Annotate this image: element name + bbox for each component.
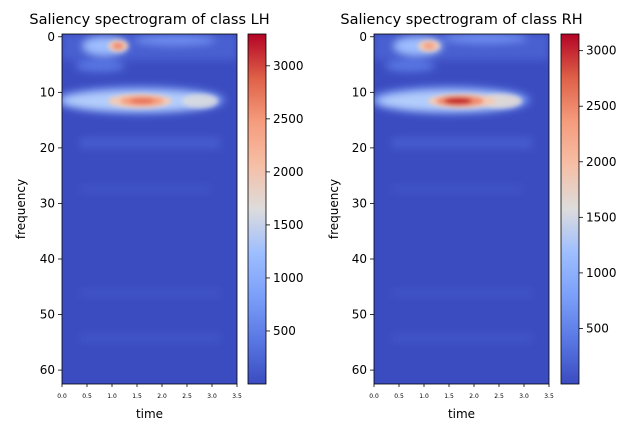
- saliency-band: [392, 138, 532, 148]
- y-tick-label: 40: [352, 252, 367, 266]
- x-tick-label: 1.5: [444, 393, 454, 400]
- y-tick-label: 0: [359, 30, 367, 44]
- x-tick-label: 0.0: [57, 393, 67, 400]
- y-axis: 0 10 20 30 40 50 60: [352, 30, 374, 377]
- chart-title: Saliency spectrogram of class LH: [29, 12, 269, 28]
- y-axis-label: frequency: [327, 179, 341, 239]
- x-tick-label: 3.5: [232, 393, 242, 400]
- saliency-blob: [135, 35, 215, 45]
- x-axis: 0.0 0.5 1.0 1.5 2.0 2.5 3.0 3.5: [57, 384, 242, 400]
- colorbar-tick-label: 1000: [586, 266, 617, 280]
- colorbar-tick-label: 1500: [273, 218, 304, 232]
- heatmap-hotspots: [108, 40, 218, 108]
- heatmap-image: [374, 34, 549, 384]
- x-tick-label: 2.5: [182, 393, 192, 400]
- x-axis-label: time: [136, 407, 163, 421]
- colorbar-axis: 500 1000 1500 2000 2500 3000: [579, 44, 617, 335]
- saliency-band: [80, 186, 210, 192]
- x-tick-label: 0.5: [394, 393, 404, 400]
- x-tick-label: 1.0: [419, 393, 429, 400]
- hotspot: [444, 97, 472, 105]
- y-axis-label: frequency: [14, 179, 28, 239]
- heatmap-hotspots: [418, 40, 522, 108]
- y-tick-label: 10: [40, 85, 55, 99]
- x-tick-label: 3.5: [544, 393, 554, 400]
- hotspot: [130, 98, 154, 104]
- colorbar-axis: 500 1000 1500 2000 2500 3000: [266, 59, 304, 338]
- colorbar-tick-label: 3000: [586, 44, 617, 58]
- colorbar-tick-label: 2000: [273, 165, 304, 179]
- hotspot: [182, 94, 218, 108]
- colorbar-tick-label: 500: [586, 321, 609, 335]
- x-tick-label: 0.0: [369, 393, 379, 400]
- colorbar-tick-label: 2500: [586, 99, 617, 113]
- chart-panel-lh: Saliency spectrogram of class LH: [14, 12, 304, 421]
- saliency-blob: [443, 34, 527, 43]
- heatmap-image: [62, 34, 237, 384]
- colorbar-tick-label: 1000: [273, 271, 304, 285]
- chart-panel-rh: Saliency spectrogram of class RH: [327, 12, 617, 421]
- colorbar: [560, 33, 580, 385]
- plot-frame: [61, 33, 238, 385]
- colorbar-tick-label: 2000: [586, 155, 617, 169]
- saliency-blob: [75, 60, 125, 72]
- y-tick-label: 0: [47, 30, 55, 44]
- x-tick-label: 1.0: [107, 393, 117, 400]
- saliency-blob: [385, 60, 435, 72]
- colorbar-tick-label: 1500: [586, 210, 617, 224]
- saliency-band: [80, 138, 220, 148]
- y-tick-label: 60: [40, 363, 55, 377]
- y-tick-label: 20: [40, 141, 55, 155]
- y-tick-label: 10: [352, 85, 367, 99]
- x-tick-label: 1.5: [132, 393, 142, 400]
- y-tick-label: 50: [352, 308, 367, 322]
- y-tick-label: 40: [40, 252, 55, 266]
- hotspot: [112, 42, 124, 50]
- heatmap-texture: [62, 34, 237, 342]
- x-tick-label: 3.0: [207, 393, 217, 400]
- x-tick-label: 3.0: [519, 393, 529, 400]
- plot-frame: [373, 33, 550, 385]
- saliency-band: [80, 334, 220, 342]
- x-axis: 0.0 0.5 1.0 1.5 2.0 2.5 3.0 3.5: [369, 384, 554, 400]
- colorbar-tick-label: 500: [273, 324, 296, 338]
- chart-title: Saliency spectrogram of class RH: [340, 12, 582, 28]
- saliency-band: [80, 290, 220, 296]
- y-axis: 0 10 20 30 40 50 60: [40, 30, 62, 377]
- x-tick-label: 0.5: [82, 393, 92, 400]
- saliency-band: [392, 290, 532, 296]
- y-tick-label: 20: [352, 141, 367, 155]
- saliency-band: [392, 334, 532, 342]
- saliency-band: [392, 186, 522, 192]
- y-tick-label: 50: [40, 308, 55, 322]
- x-tick-label: 2.5: [494, 393, 504, 400]
- x-tick-label: 2.0: [469, 393, 479, 400]
- colorbar-tick-label: 2500: [273, 112, 304, 126]
- colorbar: [247, 33, 267, 385]
- y-tick-label: 30: [352, 196, 367, 210]
- hotspot: [423, 42, 435, 50]
- x-tick-label: 2.0: [157, 393, 167, 400]
- y-tick-label: 30: [40, 196, 55, 210]
- x-axis-label: time: [448, 407, 475, 421]
- y-tick-label: 60: [352, 363, 367, 377]
- colorbar-tick-label: 3000: [273, 59, 304, 73]
